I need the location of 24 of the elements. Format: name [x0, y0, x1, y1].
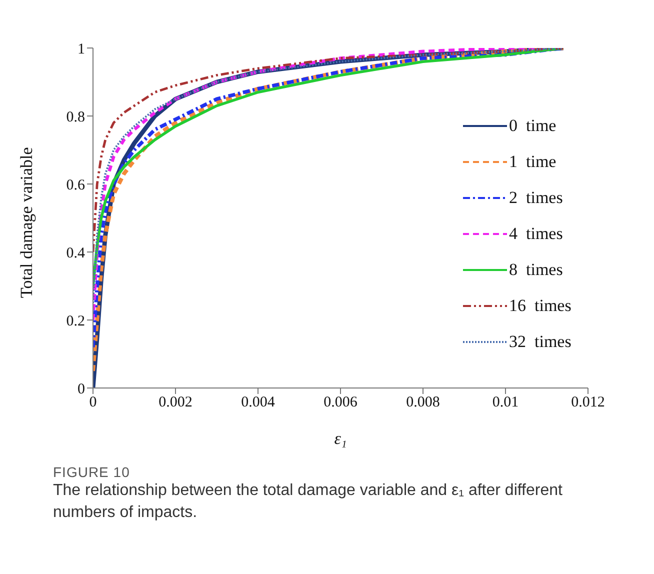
y-tick-label: 0: [78, 381, 85, 398]
x-tick-label: 0.002: [158, 394, 192, 411]
x-axis-title: ε₁: [334, 429, 347, 448]
x-tick-label: 0.008: [406, 394, 440, 411]
text: FIGURE 10: [53, 464, 131, 480]
y-axis-title: Total damage variable: [17, 147, 36, 298]
legend-label: 32 times: [509, 332, 572, 352]
y-tick-label: 0.6: [66, 177, 86, 194]
x-tick-label: 0.012: [571, 394, 605, 411]
y-tick-label: 0.4: [66, 245, 86, 262]
x-tick-label: 0.006: [324, 394, 358, 411]
legend-label: 8 times: [509, 260, 563, 280]
y-tick-label: 0.2: [66, 313, 85, 330]
text: The relationship between the total damage variable and ε₁ after different numbers of impacts.: [53, 481, 564, 523]
legend-label: 4 times: [509, 224, 563, 244]
x-tick-label: 0.01: [492, 394, 519, 411]
legend-label: 16 times: [509, 296, 572, 316]
legend-label: 2 times: [509, 188, 563, 208]
y-tick-label: 1: [78, 41, 85, 58]
x-tick-label: 0: [89, 394, 97, 411]
x-tick-label: 0.004: [241, 394, 276, 411]
legend-label: 0 time: [509, 116, 556, 136]
legend-label: 1 time: [509, 152, 556, 172]
y-tick-label: 0.8: [66, 109, 85, 126]
